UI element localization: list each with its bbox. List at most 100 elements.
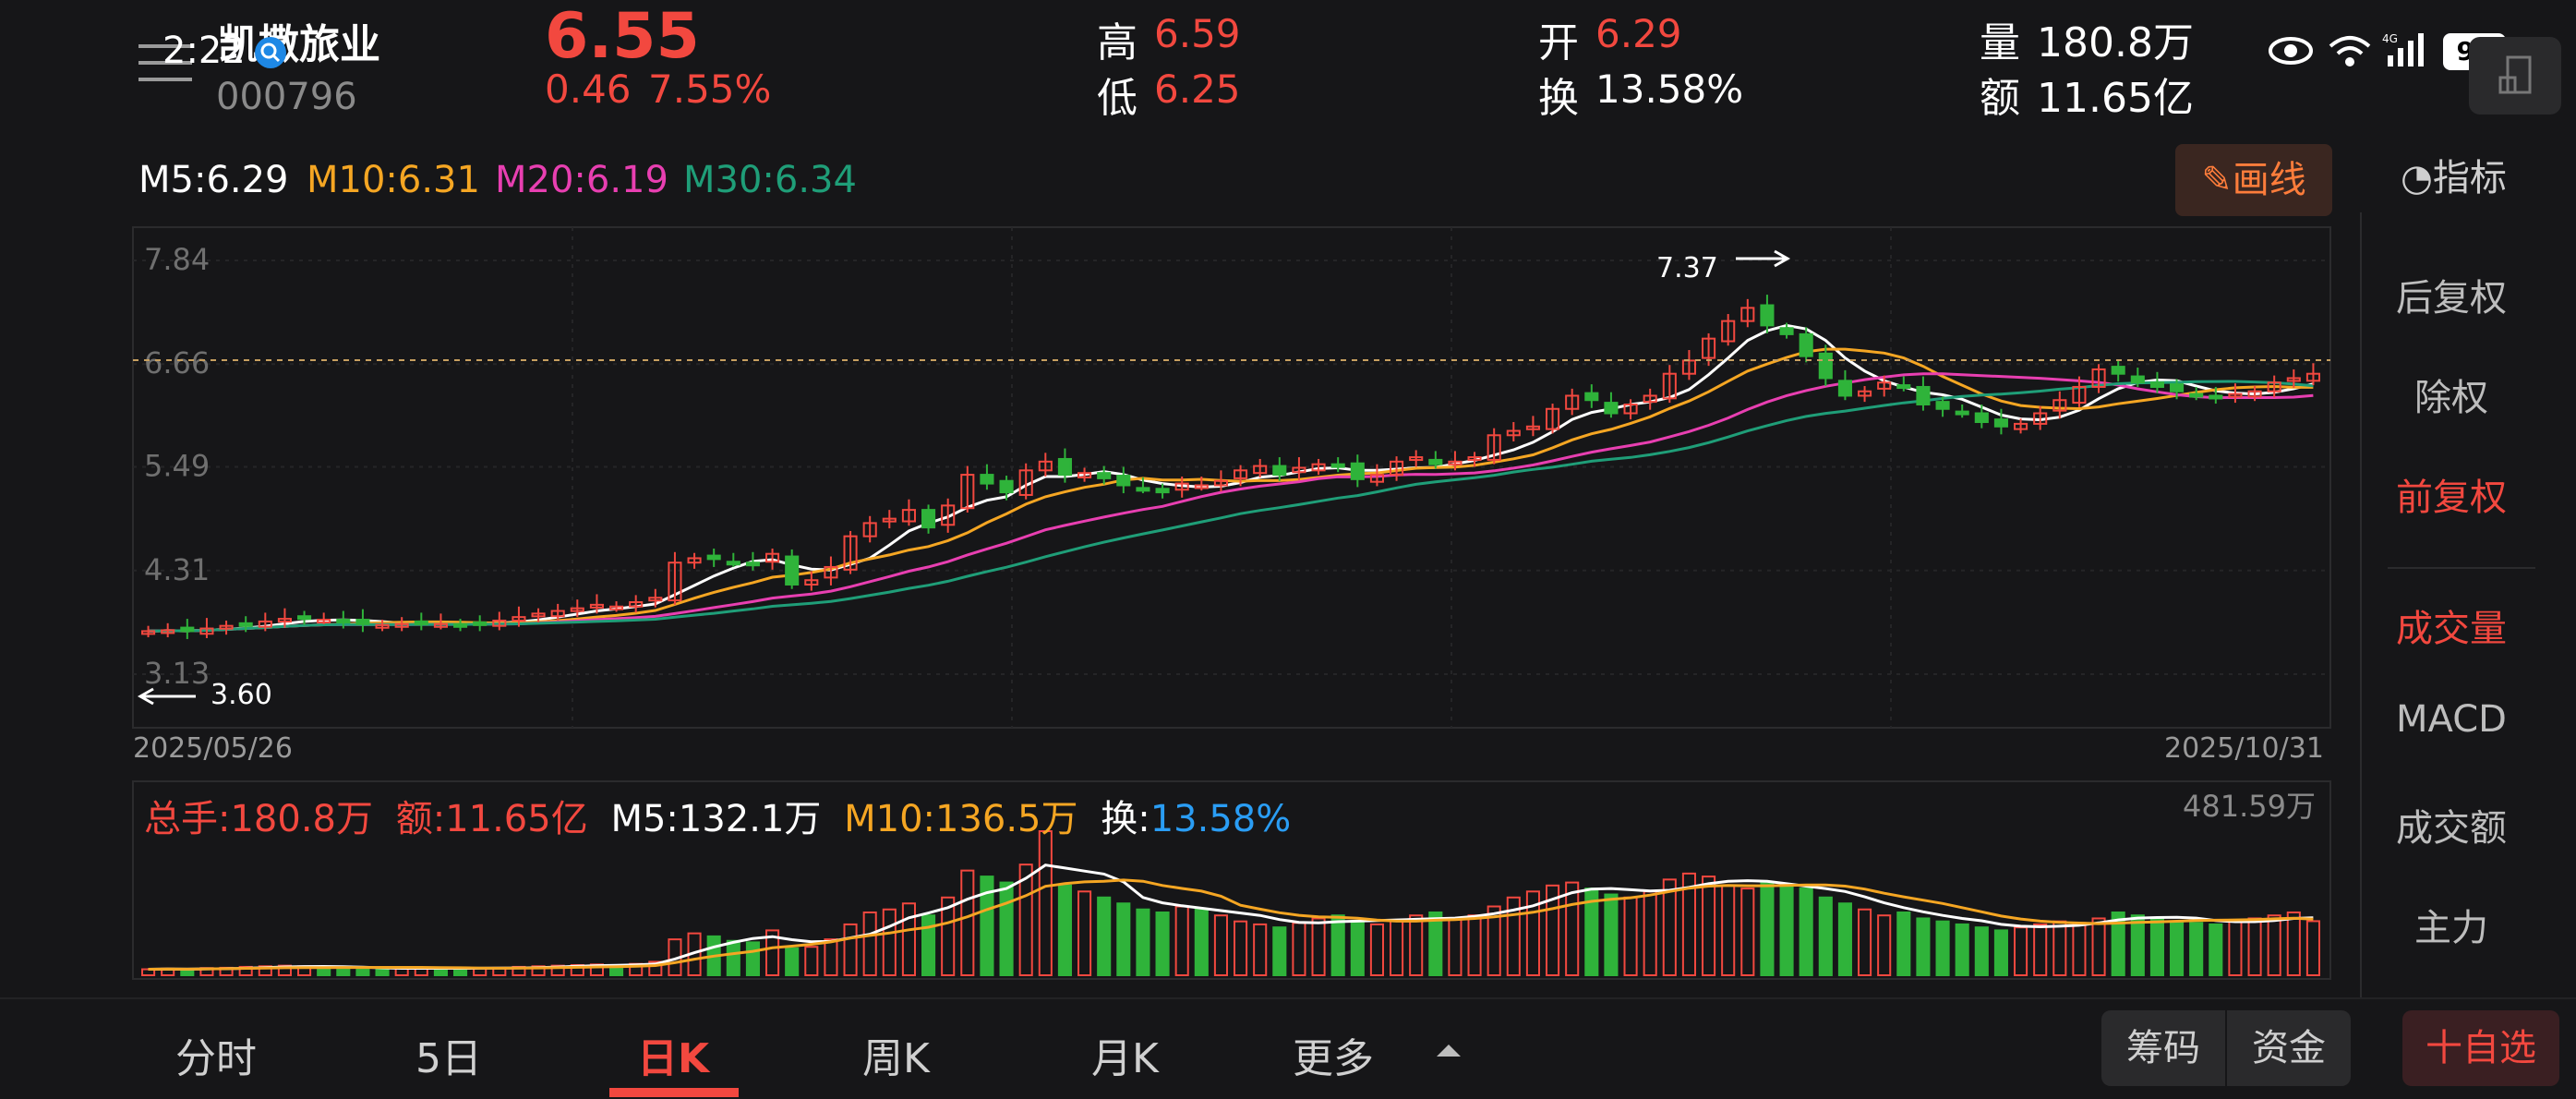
ma20-legend: M20:6.19 (495, 159, 668, 201)
volume-bar (1565, 881, 1580, 977)
candle-body (2072, 385, 2087, 405)
candle-body (2149, 381, 2164, 388)
sidebar-item-5[interactable]: 成交额 (2396, 807, 2507, 850)
candle-body (2014, 422, 2028, 430)
candle-body (1604, 402, 1619, 415)
candle-body (2305, 372, 2320, 382)
volume-bar (960, 869, 975, 976)
indicator-label: 指标 (2432, 157, 2507, 199)
low-label: 低 (1097, 75, 1138, 122)
price-tick-label: 3.13 (144, 656, 210, 691)
volume-bar (336, 967, 351, 976)
candle-body (1369, 474, 1384, 483)
pencil-icon: ✎ (2201, 159, 2233, 201)
sidebar-item-6[interactable]: 主力 (2414, 907, 2488, 949)
candle-body (512, 616, 526, 622)
volume-bar (2052, 920, 2067, 976)
sidebar-item-3[interactable]: 成交量 (2396, 608, 2507, 650)
eye-icon (2268, 35, 2314, 70)
volume-bar (1681, 872, 1696, 976)
candle-body (1409, 456, 1424, 462)
candle-body (804, 579, 819, 586)
low-value: 6.25 (1154, 66, 1241, 112)
search-icon[interactable] (255, 37, 286, 68)
volume-bar (1467, 914, 1482, 976)
tab-weekly-k[interactable]: 周K (862, 1035, 930, 1082)
candle-body (570, 607, 584, 612)
candlestick-chart[interactable]: 7.84 6.66 5.49 4.31 3.13 7.37 3.60 2025/05/2… (0, 0, 2364, 997)
candle-body (1955, 410, 1969, 416)
candle-body (1896, 384, 1911, 390)
candle-body (1935, 401, 1950, 410)
open-value: 6.29 (1595, 11, 1682, 56)
candle-body (277, 618, 292, 623)
volume-bar (843, 923, 858, 977)
volume-bar (1350, 920, 1365, 976)
tab-daily-k[interactable]: 日K (637, 1035, 710, 1082)
svg-text:4G: 4G (2382, 32, 2398, 45)
candle-body (1799, 332, 1813, 357)
volume-max-label: 481.59万 (2183, 789, 2316, 824)
add-watchlist-button[interactable]: 十自选 (2402, 1010, 2559, 1086)
sidebar-item-0[interactable]: 后复权 (2396, 277, 2507, 320)
menu-icon[interactable] (138, 39, 192, 85)
candle-body (1018, 469, 1033, 496)
tab-intraday[interactable]: 分时 (175, 1035, 257, 1082)
chips-button[interactable]: 筹码 (2101, 1010, 2225, 1086)
volume-bar (1018, 864, 1033, 977)
candle-body (1779, 327, 1794, 335)
tab-more[interactable]: 更多 (1293, 1035, 1374, 1082)
landscape-toggle-button[interactable] (2469, 37, 2561, 115)
candle-body (433, 622, 448, 628)
candle-body (492, 619, 507, 627)
volume-bar (1038, 830, 1053, 976)
amount-value: 11.65亿 (2037, 75, 2194, 122)
tab-monthly-k[interactable]: 月K (1091, 1035, 1159, 1082)
candle-body (297, 615, 312, 621)
indicator-button[interactable]: ◔指标 (2401, 148, 2507, 201)
sidebar-item-2[interactable]: 前复权 (2396, 477, 2507, 519)
status-time: 2:22 (163, 30, 246, 72)
candle-body (1546, 407, 1560, 430)
vol-m10: M10:136.5万 (844, 798, 1078, 840)
volume-bar (1194, 908, 1209, 977)
sidebar-item-4[interactable]: MACD (2396, 698, 2507, 741)
candle-body (2209, 394, 2223, 400)
volume-frame (132, 780, 2331, 980)
volume-value: 180.8万 (2037, 19, 2194, 66)
candle-body (609, 605, 624, 610)
candle-body (550, 610, 565, 618)
volume-bar (2033, 923, 2048, 977)
price-tick-label: 5.49 (144, 449, 210, 484)
candle-body (921, 509, 936, 529)
vol-m5: M5:132.1万 (610, 798, 822, 840)
candle-body (668, 562, 682, 602)
volume-header: 总手:180.8万 额:11.65亿 M5:132.1万 M10:136.5万 … (144, 789, 1291, 842)
candle-body (2111, 366, 2125, 375)
high-label: 高 (1097, 19, 1138, 66)
volume-bar (2072, 922, 2087, 977)
candle-body (1194, 484, 1209, 489)
candle-body (706, 554, 721, 561)
volume-bar (1779, 884, 1794, 976)
candle-body (317, 619, 331, 624)
high-marker-label: 7.37 (1656, 252, 1718, 284)
candle-body (1155, 488, 1170, 494)
volume-bar (999, 881, 1014, 977)
volume-label: 量 (1980, 19, 2020, 66)
candle-body (1038, 460, 1053, 472)
vol-turnover-label: 换: (1101, 798, 1150, 840)
funds-button[interactable]: 资金 (2227, 1010, 2351, 1086)
volume-bar (2286, 911, 2301, 977)
draw-line-button[interactable]: ✎画线 (2175, 144, 2332, 216)
price-tick-label: 6.66 (144, 345, 210, 380)
sidebar-item-1[interactable]: 除权 (2414, 377, 2488, 419)
volume-bar (941, 896, 956, 977)
volume-bar (1760, 881, 1775, 977)
candle-body (1974, 412, 1989, 424)
candle-body (1993, 418, 2008, 428)
chevron-up-icon[interactable] (1435, 1042, 1463, 1064)
stock-name: 凯撒旅业 (218, 21, 380, 68)
tab-5day[interactable]: 5日 (415, 1035, 482, 1082)
volume-bar (2247, 917, 2262, 976)
